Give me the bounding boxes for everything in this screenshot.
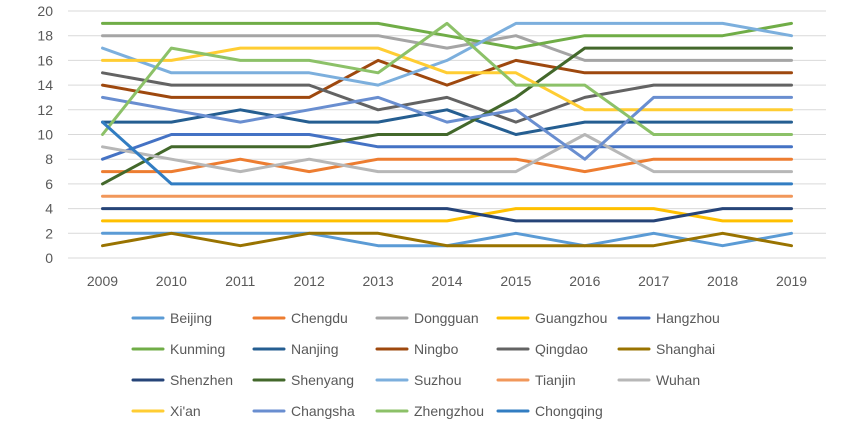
legend-item-xi-an: Xi'an — [131, 403, 201, 419]
legend-item-suzhou: Suzhou — [375, 372, 461, 388]
legend-label-chongqing: Chongqing — [535, 403, 603, 419]
series-line-dongguan — [101, 34, 793, 62]
series-line-guangzhou — [101, 207, 793, 223]
legend-label-nanjing: Nanjing — [291, 341, 338, 357]
y-tick-label-20: 20 — [37, 3, 53, 19]
series-line-hangzhou — [101, 133, 793, 161]
legend-label-chengdu: Chengdu — [291, 310, 348, 326]
legend-label-suzhou: Suzhou — [414, 372, 461, 388]
x-tick-label-2010: 2010 — [156, 273, 187, 289]
x-tick-label-2015: 2015 — [500, 273, 531, 289]
series-line-wuhan — [101, 133, 793, 174]
x-tick-label-2011: 2011 — [225, 273, 255, 289]
series-line-changsha — [101, 95, 793, 161]
legend-item-hangzhou: Hangzhou — [617, 310, 720, 326]
series-line-chengdu — [101, 157, 793, 174]
legend-item-zhengzhou: Zhengzhou — [375, 403, 484, 419]
legend-label-kunming: Kunming — [170, 341, 225, 357]
series-line-chongqing — [101, 120, 793, 186]
legend-label-dongguan: Dongguan — [414, 310, 479, 326]
y-tick-label-6: 6 — [45, 176, 53, 192]
x-axis: 2009 2010 2011 2012 2013 2014 2015 2016 2017 2018… — [87, 273, 807, 289]
legend-item-shanghai: Shanghai — [617, 341, 715, 357]
series-line-shanghai — [101, 231, 793, 248]
legend-label-beijing: Beijing — [170, 310, 212, 326]
y-tick-label-2: 2 — [45, 225, 53, 241]
legend-item-chongqing: Chongqing — [496, 403, 603, 419]
legend-item-qingdao: Qingdao — [496, 341, 588, 357]
legend-label-qingdao: Qingdao — [535, 341, 588, 357]
legend-label-wuhan: Wuhan — [656, 372, 700, 388]
x-tick-label-2017: 2017 — [638, 273, 669, 289]
y-tick-label-12: 12 — [37, 102, 53, 118]
legend-label-ningbo: Ningbo — [414, 341, 459, 357]
y-tick-label-4: 4 — [45, 201, 53, 217]
series-line-qingdao — [101, 71, 793, 124]
legend-label-shenzhen: Shenzhen — [170, 372, 233, 388]
y-tick-label-10: 10 — [37, 127, 53, 143]
legend-item-ningbo: Ningbo — [375, 341, 459, 357]
x-tick-label-2013: 2013 — [363, 273, 394, 289]
legend-label-shanghai: Shanghai — [656, 341, 715, 357]
y-tick-label-8: 8 — [45, 151, 53, 167]
legend-item-chengdu: Chengdu — [252, 310, 348, 326]
legend-label-shenyang: Shenyang — [291, 372, 354, 388]
legend-item-nanjing: Nanjing — [252, 341, 338, 357]
series-lines — [101, 21, 793, 248]
series-line-suzhou — [101, 21, 793, 87]
legend-item-changsha: Changsha — [252, 403, 355, 419]
legend-label-tianjin: Tianjin — [535, 372, 576, 388]
x-tick-label-2016: 2016 — [569, 273, 600, 289]
series-line-shenzhen — [101, 207, 793, 223]
legend-item-wuhan: Wuhan — [617, 372, 700, 388]
x-tick-label-2014: 2014 — [431, 273, 462, 289]
y-tick-label-18: 18 — [37, 28, 53, 44]
y-tick-label-14: 14 — [37, 77, 53, 93]
legend-item-dongguan: Dongguan — [375, 310, 479, 326]
legend-item-kunming: Kunming — [131, 341, 225, 357]
series-line-shenyang — [101, 46, 793, 186]
series-line-kunming — [101, 21, 793, 50]
series-line-ningbo — [101, 58, 793, 99]
x-tick-label-2009: 2009 — [87, 273, 118, 289]
y-axis: 0 2 4 6 8 10 12 14 16 18 20 — [37, 3, 53, 266]
legend-item-tianjin: Tianjin — [496, 372, 576, 388]
legend-label-hangzhou: Hangzhou — [656, 310, 720, 326]
x-tick-label-2019: 2019 — [776, 273, 807, 289]
series-line-nanjing — [101, 108, 793, 136]
x-tick-label-2018: 2018 — [707, 273, 738, 289]
y-tick-label-16: 16 — [37, 52, 53, 68]
legend-label-changsha: Changsha — [291, 403, 355, 419]
legend-item-beijing: Beijing — [131, 310, 212, 326]
legend-item-shenzhen: Shenzhen — [131, 372, 233, 388]
legend: Beijing Chengdu Dongguan Guangzhou Hangzhou K… — [131, 310, 720, 419]
series-line-zhengzhou — [101, 21, 793, 136]
series-line-xi-an — [101, 46, 793, 112]
legend-label-guangzhou: Guangzhou — [535, 310, 607, 326]
legend-item-guangzhou: Guangzhou — [496, 310, 607, 326]
legend-item-shenyang: Shenyang — [252, 372, 354, 388]
legend-label-zhengzhou: Zhengzhou — [414, 403, 484, 419]
x-tick-label-2012: 2012 — [294, 273, 325, 289]
y-tick-label-0: 0 — [45, 250, 53, 266]
legend-label-xi-an: Xi'an — [170, 403, 201, 419]
